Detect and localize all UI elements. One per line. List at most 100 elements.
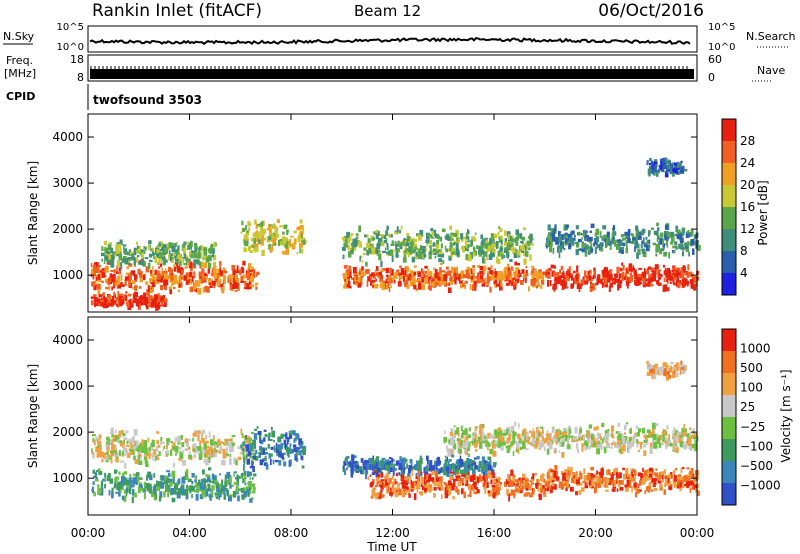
data-cell [444, 487, 447, 495]
data-cell [174, 489, 177, 495]
data-cell [255, 449, 258, 455]
data-cell [455, 266, 458, 272]
data-cell [299, 443, 303, 449]
data-cell [417, 234, 422, 241]
data-cell [97, 273, 101, 280]
data-cell [105, 286, 109, 290]
data-cell [108, 489, 111, 496]
y-tick-label: 2000 [52, 222, 83, 236]
data-cell [101, 258, 103, 262]
data-cell [506, 246, 509, 254]
data-cell [540, 488, 543, 493]
data-cell [360, 458, 364, 463]
data-cell [361, 260, 364, 263]
data-cell [211, 451, 214, 454]
data-cell [204, 485, 206, 489]
data-cell [503, 440, 508, 443]
data-cell [383, 235, 387, 239]
data-cell [268, 453, 272, 459]
data-cell [230, 281, 233, 286]
data-cell [596, 230, 599, 234]
data-cell [624, 432, 626, 435]
data-cell [641, 478, 646, 485]
data-cell [197, 435, 200, 442]
data-cell [360, 469, 364, 475]
data-cell [667, 439, 672, 444]
data-cell [648, 431, 651, 439]
data-cell [403, 485, 408, 490]
data-cell [499, 436, 504, 442]
data-cell [480, 278, 484, 283]
data-cell [584, 232, 587, 237]
data-cell [479, 475, 482, 482]
data-cell [267, 444, 270, 449]
data-cell [400, 225, 403, 230]
data-cell [443, 470, 447, 476]
data-cell [148, 253, 153, 258]
data-cell [146, 474, 148, 481]
data-cell [588, 277, 592, 281]
data-cell [440, 253, 445, 258]
data-cell [188, 261, 191, 266]
data-cell [496, 489, 500, 495]
data-cell [482, 475, 486, 481]
data-cell [92, 469, 95, 474]
data-cell [365, 463, 370, 470]
data-cell [213, 242, 216, 248]
data-cell [205, 479, 209, 483]
data-cell [126, 266, 129, 270]
data-cell [470, 239, 473, 246]
data-cell [258, 434, 262, 439]
data-cell [145, 483, 150, 489]
data-cell [110, 457, 113, 464]
data-cell [360, 275, 363, 279]
data-cell [177, 245, 180, 251]
data-cell [506, 437, 509, 444]
data-cell [185, 279, 189, 285]
data-cell [532, 473, 535, 477]
data-cell [438, 280, 442, 285]
data-cell [445, 484, 450, 491]
data-cell [203, 483, 206, 487]
data-cell [658, 241, 660, 244]
data-cell [533, 271, 538, 278]
data-cell [160, 475, 165, 481]
data-cell [424, 482, 427, 486]
data-cell [680, 244, 684, 247]
data-cell [617, 283, 622, 289]
data-cell [616, 266, 620, 274]
data-cell [138, 460, 143, 465]
data-cell [118, 272, 122, 275]
data-cell [139, 249, 144, 253]
data-cell [674, 165, 679, 169]
data-cell [280, 443, 284, 450]
data-cell [467, 273, 471, 280]
data-cell [345, 457, 348, 462]
data-cell [148, 297, 150, 304]
data-cell [548, 443, 553, 450]
data-cell [433, 486, 437, 491]
data-cell [571, 241, 574, 246]
data-cell [356, 234, 359, 239]
data-cell [491, 445, 496, 449]
data-cell [299, 225, 304, 229]
data-cell [490, 233, 494, 240]
data-cell [360, 467, 363, 474]
data-cell [227, 276, 229, 283]
data-cell [671, 236, 675, 243]
data-cell [688, 271, 693, 275]
data-cell [96, 470, 99, 473]
data-cell [560, 265, 564, 270]
data-cell [540, 285, 543, 289]
data-cell [595, 282, 597, 286]
data-cell [125, 450, 129, 455]
data-cell [219, 446, 223, 452]
data-cell [513, 253, 518, 258]
data-cell [211, 253, 215, 258]
data-cell [156, 253, 159, 257]
data-cell [683, 443, 688, 450]
data-cell [409, 465, 412, 472]
data-cell [591, 284, 596, 291]
data-cell [575, 248, 579, 256]
data-cell [444, 458, 448, 462]
